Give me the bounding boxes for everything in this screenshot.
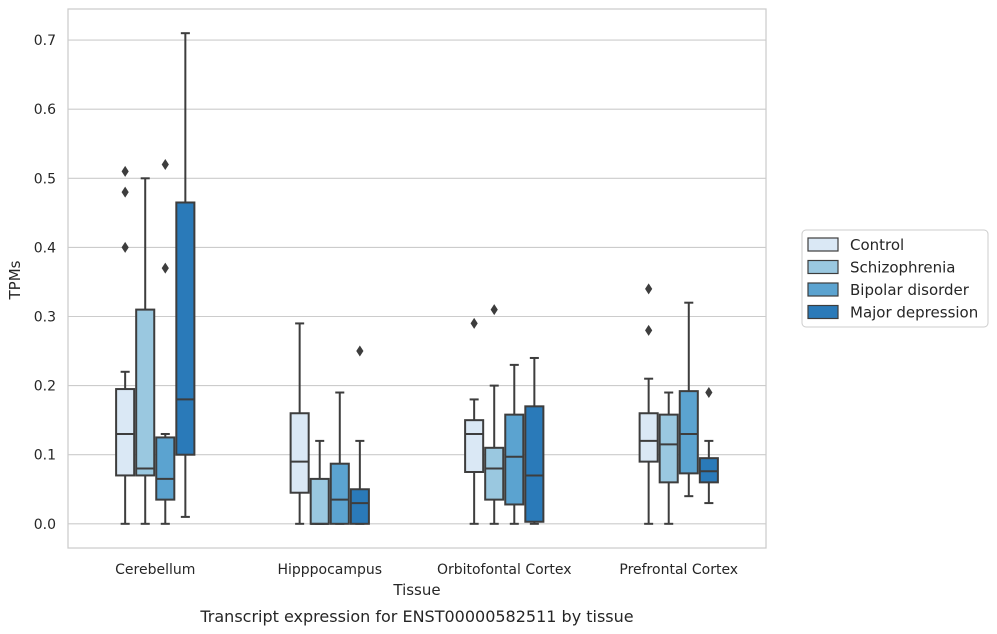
box [464,317,485,525]
box-body [638,412,659,463]
box [504,363,525,525]
box-body [504,413,525,506]
y-tick-label: 0.0 [34,517,56,533]
legend-swatch [807,282,839,297]
box [329,391,350,525]
box-body [175,201,196,456]
box [349,345,370,525]
x-tick-label: Cerebellum [115,562,195,578]
plot-area [67,8,767,549]
legend-label: Bipolar disorder [850,281,970,299]
outlier-point [161,158,169,170]
box-body [464,419,485,473]
legend-frame [801,229,989,328]
box [135,177,156,525]
y-tick-label: 0.2 [34,379,56,395]
box [698,387,719,505]
y-tick-label: 0.7 [34,33,56,49]
box [658,391,679,525]
y-tick-label: 0.5 [34,171,56,187]
outlier-point [121,186,129,198]
box [155,158,176,525]
chart-caption: Transcript expression for ENST0000058251… [199,607,633,626]
outlier-point [121,165,129,177]
box-body [329,462,350,525]
outlier-point [470,317,478,329]
box [638,283,659,525]
box-body [484,446,505,501]
legend: Control Schizophrenia Bipolar disorder Majo… [801,229,989,328]
legend-label: Major depression [850,304,978,322]
outlier-point [645,324,653,336]
box-body [155,436,176,501]
box [484,304,505,525]
x-axis-label: Tissue [392,581,440,599]
box-body [698,457,719,484]
outlier-point [161,262,169,274]
y-tick-label: 0.6 [34,102,56,118]
x-tick-label: Hipppocampus [277,562,382,578]
box [678,301,699,498]
y-tick-label: 0.4 [34,240,56,256]
outlier-point [121,241,129,253]
legend-label: Control [850,236,904,254]
outlier-point [645,283,653,295]
x-axis: Cerebellum Hipppocampus Orbitofontal Corte… [115,562,738,578]
legend-swatch [807,237,839,252]
legend-swatch [807,304,839,320]
box [309,439,330,525]
box-body [349,488,370,525]
y-tick-label: 0.3 [34,310,56,326]
legend-label: Schizophrenia [850,259,955,277]
box-body [658,413,679,484]
outlier-point [356,345,364,357]
box-body [524,405,545,523]
box [175,32,196,518]
y-axis-label: TPMs [6,260,24,300]
box [115,165,136,525]
box [289,322,310,525]
box-body [115,388,136,477]
box-body [309,477,330,525]
y-axis: 0.0 0.1 0.2 0.3 0.4 0.5 0.6 0.7 [34,33,56,533]
outlier-point [490,304,498,316]
outlier-point [705,387,713,399]
box-body [678,390,699,475]
box [524,356,545,525]
x-tick-label: Orbitofontal Cortex [437,562,572,578]
box-body [289,412,310,494]
y-tick-label: 0.1 [34,448,56,464]
box-body [135,308,156,477]
box-series [115,32,719,525]
legend-swatch [807,259,839,275]
x-tick-label: Prefrontal Cortex [619,562,738,578]
